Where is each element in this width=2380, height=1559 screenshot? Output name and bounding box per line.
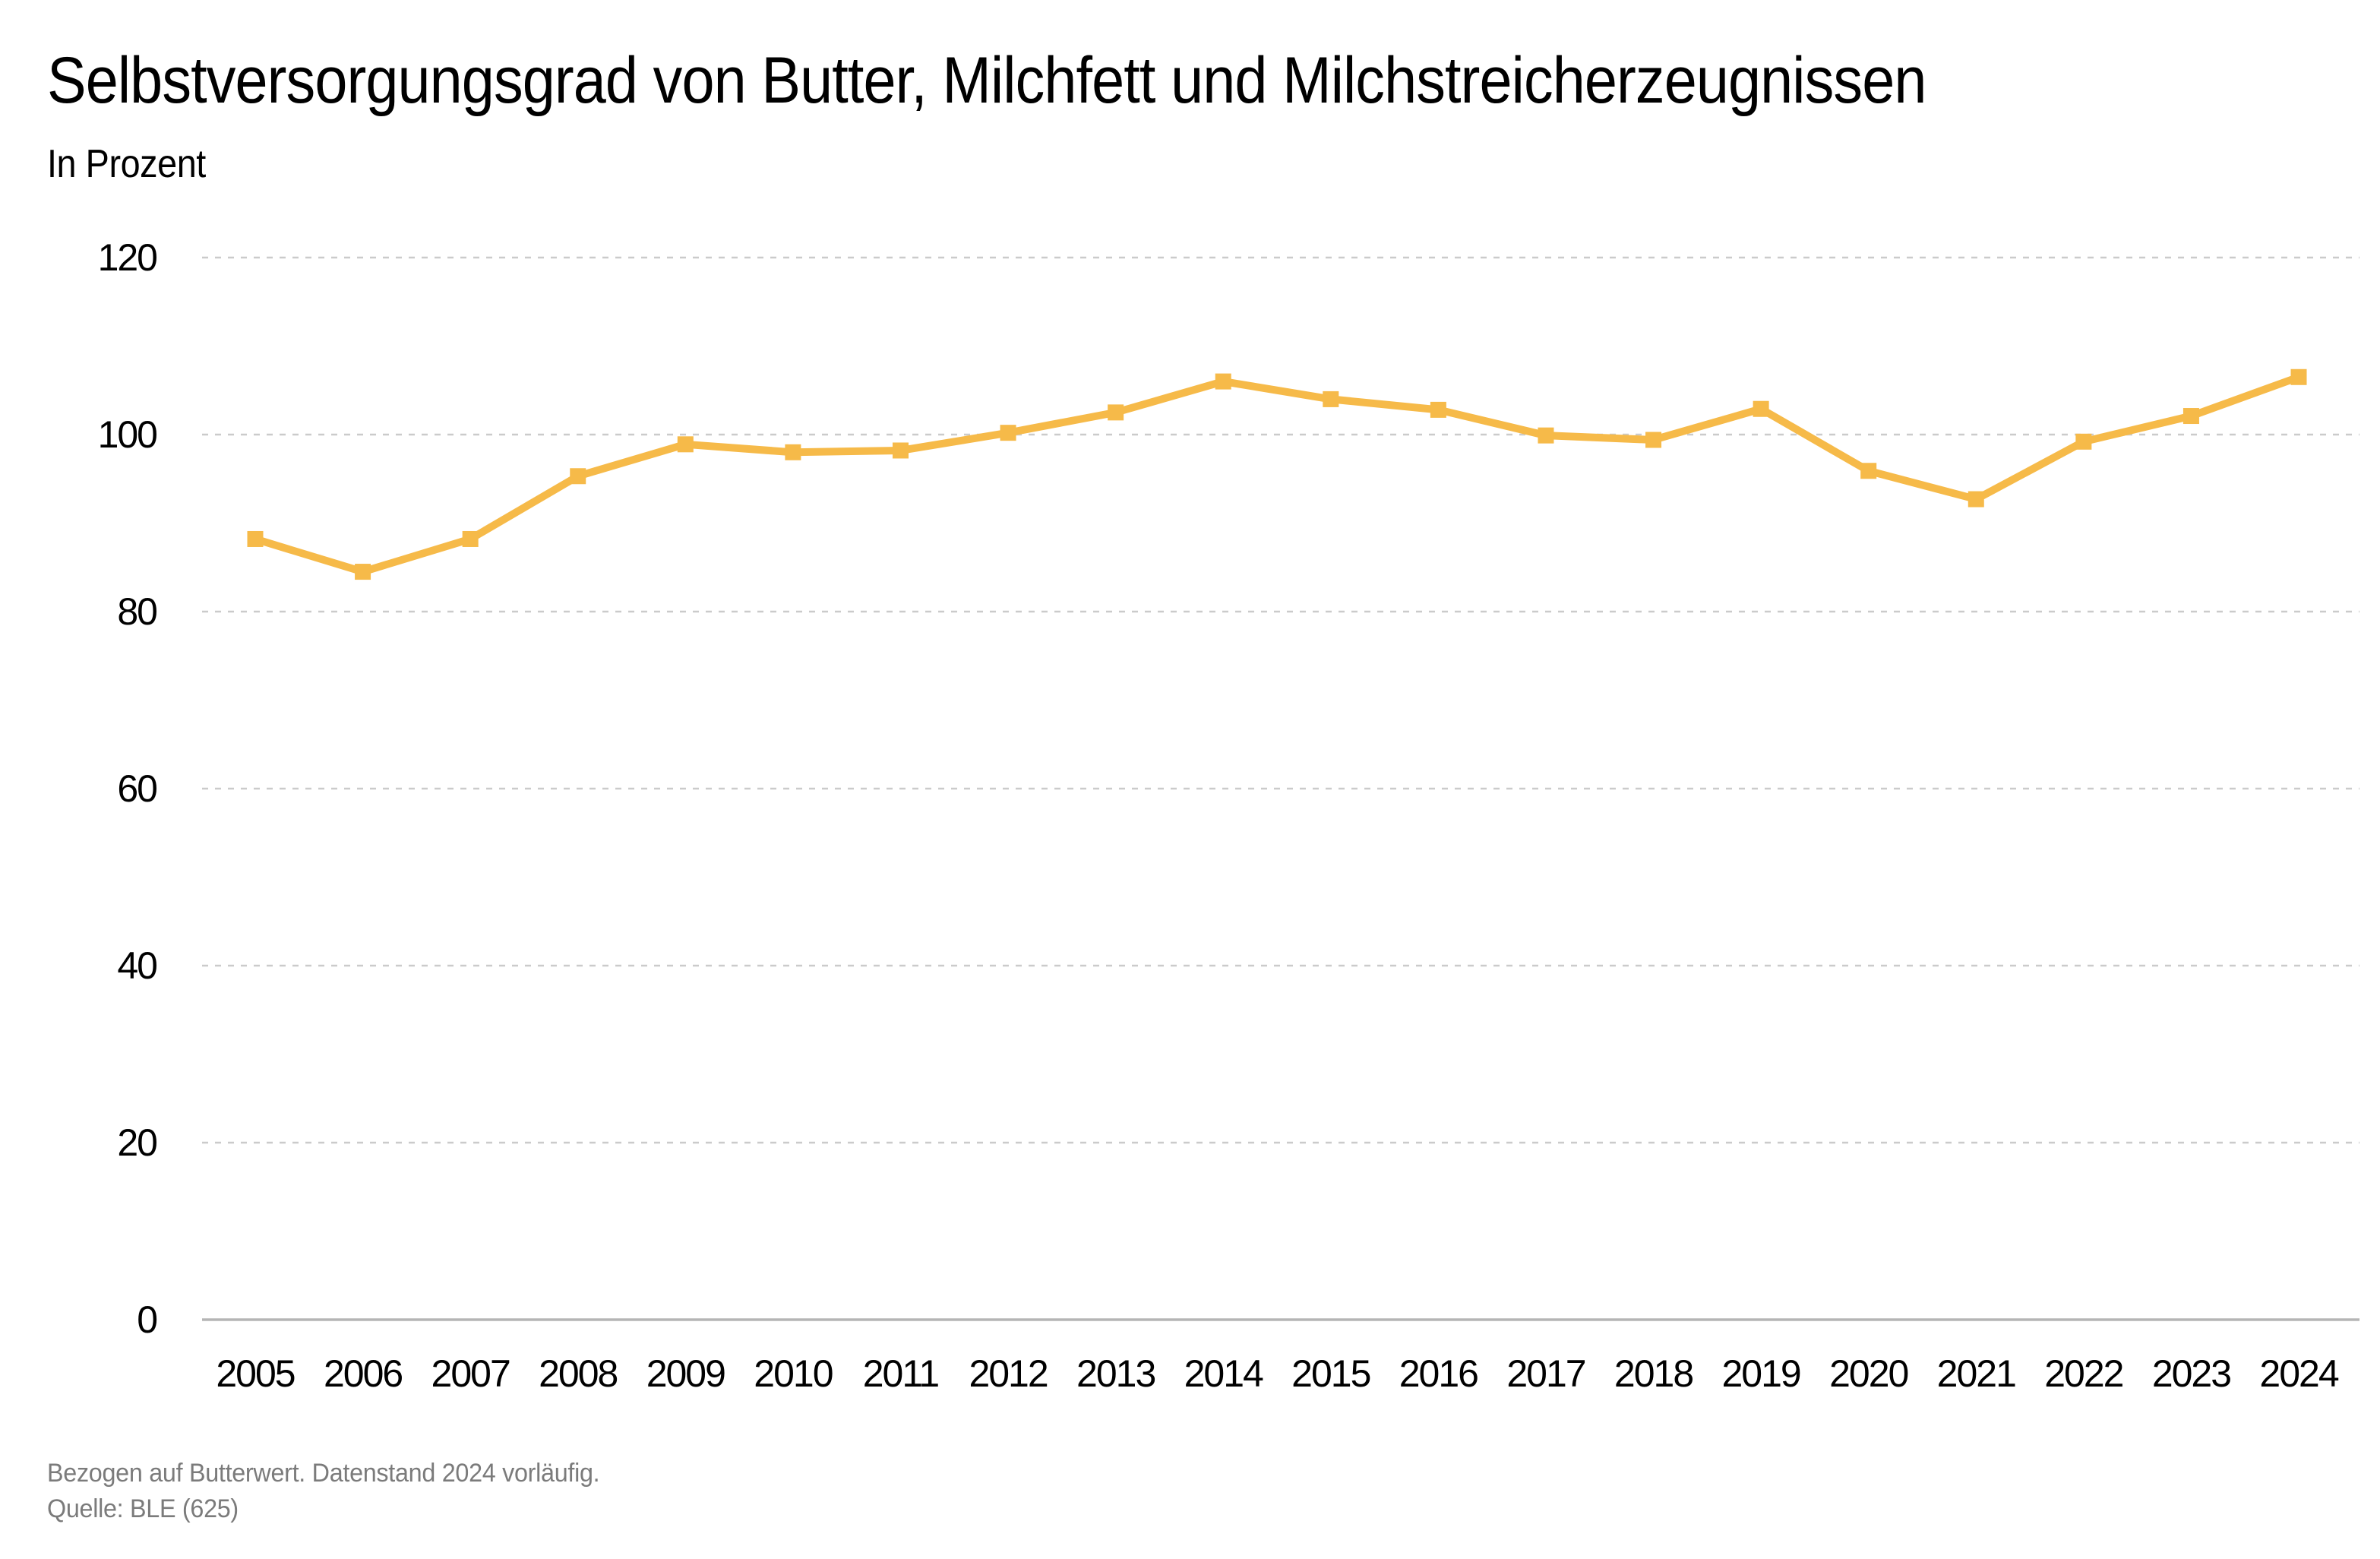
x-axis-tick-label: 2008 [539,1352,617,1395]
x-axis-tick-label: 2011 [863,1352,939,1395]
x-axis-tick-label: 2006 [324,1352,402,1395]
y-axis-tick-label: 100 [98,413,157,456]
data-point-2015 [1323,391,1339,407]
chart-footer: Bezogen auf Butterwert. Datenstand 2024 … [47,1456,600,1527]
x-axis-tick-label: 2020 [1829,1352,1907,1395]
x-axis-tick-label: 2022 [2044,1352,2122,1395]
x-axis-tick-label: 2019 [1722,1352,1800,1395]
x-axis-tick-label: 2024 [2259,1352,2338,1395]
data-point-2006 [355,564,371,580]
data-point-2024 [2290,368,2307,385]
x-axis-tick-label: 2009 [646,1352,725,1395]
data-point-2010 [785,444,801,460]
data-point-2013 [1108,404,1124,421]
x-axis-tick-label: 2005 [216,1352,294,1395]
x-axis-tick-label: 2012 [969,1352,1047,1395]
data-point-2018 [1645,432,1662,448]
x-axis-tick-label: 2015 [1291,1352,1370,1395]
x-axis-tick-label: 2023 [2152,1352,2230,1395]
chart-note: Bezogen auf Butterwert. Datenstand 2024 … [47,1459,600,1488]
y-axis-tick-label: 80 [117,590,156,633]
data-point-2012 [1000,425,1016,441]
y-axis-tick-label: 120 [98,236,157,279]
data-point-2011 [892,442,909,459]
data-point-2014 [1215,373,1231,390]
y-axis-tick-label: 0 [137,1298,156,1341]
chart-source: Quelle: BLE (625) [47,1494,239,1523]
data-point-2021 [1968,491,1984,508]
x-axis-tick-label: 2016 [1399,1352,1478,1395]
data-point-2005 [247,530,264,547]
chart-subtitle: In Prozent [47,142,206,186]
x-axis-tick-label: 2018 [1614,1352,1693,1395]
data-point-2016 [1430,401,1446,418]
y-axis-tick-label: 60 [117,767,156,810]
x-axis-tick-label: 2007 [431,1352,510,1395]
x-axis-tick-label: 2017 [1506,1352,1585,1395]
data-point-2007 [462,530,479,547]
chart-title: Selbstversorgungsgrad von Butter, Milchf… [47,44,1926,117]
y-axis-tick-label: 20 [117,1121,156,1164]
data-point-2017 [1538,427,1554,444]
x-axis-tick-label: 2013 [1076,1352,1155,1395]
x-axis-tick-label: 2014 [1184,1352,1263,1395]
data-line [254,373,2300,576]
data-point-2008 [570,468,586,485]
x-axis-tick-label: 2010 [754,1352,832,1395]
data-point-2022 [2075,433,2092,450]
data-point-2019 [1753,400,1769,417]
data-point-2009 [677,436,694,453]
x-axis-tick-label: 2021 [1937,1352,2015,1395]
y-axis-tick-label: 40 [117,944,156,987]
data-point-2020 [1860,463,1877,479]
data-point-2023 [2182,408,2199,425]
